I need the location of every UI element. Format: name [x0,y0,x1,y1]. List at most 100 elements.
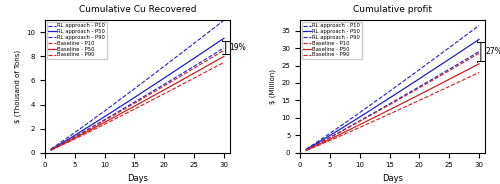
RL approach - P50 [303,148,309,151]
RL approach - P90 [476,51,482,53]
RL approach - P90 [460,60,466,62]
RL approach - P90 [221,47,227,49]
RL approach - P10 [449,45,455,47]
RL approach - P90 [154,88,160,90]
Baseline - P10 [449,68,455,70]
Baseline - P50 [449,77,455,79]
Text: 27%: 27% [486,47,500,56]
Baseline - P50 [221,55,227,57]
RL approach - P50 [151,84,157,86]
RL approach - P10 [151,73,157,75]
Baseline - P10 [303,149,309,151]
Baseline - P50 [406,99,411,101]
Baseline - P90 [150,98,156,100]
RL approach - P90 [48,149,54,151]
RL approach - P10 [194,40,200,42]
RL approach - P10 [476,24,482,26]
Baseline - P90 [204,70,210,72]
RL approach - P50 [204,48,210,50]
Baseline - P50 [151,94,157,97]
Baseline - P10 [221,49,227,52]
Baseline - P90 [221,61,227,63]
Baseline - P10 [204,59,210,61]
Line: Baseline - P50: Baseline - P50 [51,56,224,150]
Baseline - P50 [48,149,54,151]
Line: RL approach - P10: RL approach - P10 [306,25,479,149]
RL approach - P90 [151,89,157,92]
RL approach - P90 [150,90,156,92]
RL approach - P50 [48,148,54,151]
Baseline - P10 [48,149,54,151]
RL approach - P10 [460,36,466,39]
Line: RL approach - P50: RL approach - P50 [306,39,479,150]
Baseline - P90 [409,103,415,105]
Y-axis label: $ (Million): $ (Million) [270,69,276,104]
X-axis label: Days: Days [127,174,148,183]
RL approach - P10 [304,148,310,150]
RL approach - P50 [449,56,455,59]
Baseline - P90 [406,104,412,106]
Line: RL approach - P50: RL approach - P50 [51,38,224,150]
Baseline - P90 [303,149,309,152]
Baseline - P90 [476,71,482,74]
RL approach - P90 [304,148,310,151]
Baseline - P90 [460,79,466,81]
Baseline - P10 [48,148,54,151]
RL approach - P10 [204,32,210,34]
Baseline - P50 [409,97,415,100]
Baseline - P50 [303,149,309,151]
Line: Baseline - P10: Baseline - P10 [306,53,479,150]
RL approach - P50 [154,82,160,84]
Baseline - P10 [194,66,200,68]
Baseline - P10 [154,89,160,91]
RL approach - P90 [194,63,200,66]
Baseline - P50 [154,93,160,95]
Baseline - P90 [48,149,54,151]
Baseline - P50 [194,71,200,73]
RL approach - P90 [48,148,54,151]
RL approach - P50 [476,38,482,40]
Baseline - P50 [150,95,156,97]
RL approach - P50 [460,49,466,51]
RL approach - P90 [409,90,415,92]
RL approach - P10 [303,148,309,150]
X-axis label: Days: Days [382,174,403,183]
Baseline - P10 [406,93,412,95]
Line: Baseline - P10: Baseline - P10 [51,50,224,150]
Y-axis label: $ (Thousand of Tons): $ (Thousand of Tons) [14,50,20,123]
RL approach - P10 [406,76,412,78]
Legend: RL approach - P10, RL approach - P50, RL approach - P90, Baseline - P10, Baselin: RL approach - P10, RL approach - P50, RL… [302,22,362,59]
Baseline - P90 [154,96,160,99]
Baseline - P10 [150,91,156,93]
Line: RL approach - P90: RL approach - P90 [51,48,224,150]
Title: Cumulative profit: Cumulative profit [353,5,432,14]
Baseline - P10 [409,91,415,93]
Baseline - P90 [151,98,157,100]
Baseline - P90 [449,84,455,86]
Line: RL approach - P90: RL approach - P90 [306,52,479,150]
RL approach - P50 [304,148,310,150]
Baseline - P90 [194,76,200,78]
RL approach - P10 [150,73,156,76]
RL approach - P10 [48,148,54,150]
RL approach - P50 [194,55,200,58]
Baseline - P10 [476,52,482,54]
RL approach - P10 [221,19,227,21]
Baseline - P90 [304,149,310,151]
Baseline - P50 [204,64,210,67]
RL approach - P90 [449,67,455,69]
Baseline - P50 [48,149,54,151]
RL approach - P10 [406,77,411,79]
RL approach - P50 [221,37,227,39]
Text: 19%: 19% [230,43,246,52]
Baseline - P50 [304,149,310,151]
RL approach - P50 [406,85,411,87]
Baseline - P10 [151,91,157,93]
RL approach - P10 [48,148,54,150]
Baseline - P10 [460,62,466,64]
Baseline - P90 [406,104,411,107]
Baseline - P50 [460,71,466,73]
Line: RL approach - P10: RL approach - P10 [51,20,224,149]
RL approach - P50 [150,84,156,86]
RL approach - P90 [406,92,411,94]
